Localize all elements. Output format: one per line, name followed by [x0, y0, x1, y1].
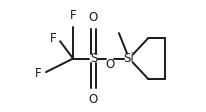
Text: Si: Si	[124, 52, 135, 65]
Text: O: O	[89, 93, 98, 106]
Text: F: F	[35, 67, 42, 80]
Text: F: F	[50, 32, 57, 45]
Text: F: F	[70, 9, 76, 22]
Text: O: O	[89, 11, 98, 24]
Text: O: O	[105, 58, 115, 71]
Text: S: S	[90, 52, 97, 65]
